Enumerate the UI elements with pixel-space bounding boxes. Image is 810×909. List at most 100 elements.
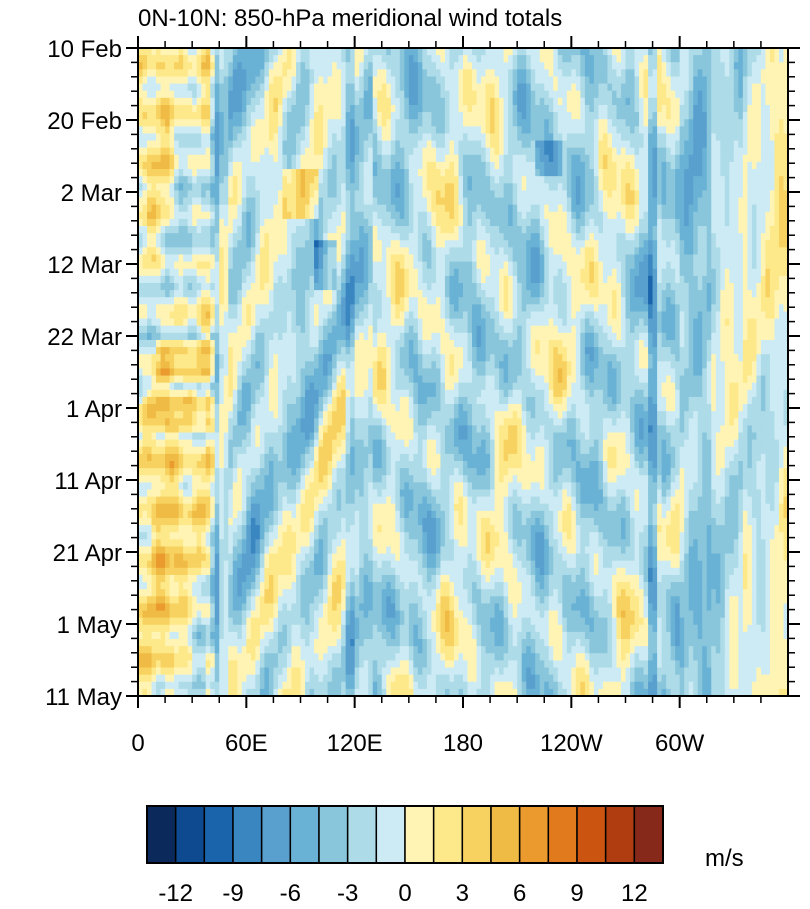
field-cell <box>783 268 788 277</box>
field-cell <box>264 76 270 85</box>
field-cell <box>616 211 622 220</box>
field-cell <box>422 197 428 206</box>
field-cell <box>449 119 455 127</box>
field-cell <box>616 275 622 284</box>
field-cell <box>458 197 464 206</box>
field-cell <box>286 190 293 199</box>
field-cell <box>539 204 545 213</box>
field-cell <box>634 55 640 63</box>
field-cell <box>620 48 627 56</box>
field-row <box>138 97 788 106</box>
field-cell <box>616 119 622 127</box>
field-cell <box>228 140 234 149</box>
field-cell <box>210 197 216 206</box>
field-cell <box>408 176 414 184</box>
field-cell <box>147 62 153 70</box>
field-cell <box>138 226 144 234</box>
field-cell <box>449 69 455 78</box>
field-cell <box>291 104 297 113</box>
field-cell <box>499 211 505 220</box>
field-cell <box>273 154 279 163</box>
field-cell <box>390 211 396 220</box>
field-cell <box>530 218 536 227</box>
field-cell <box>521 233 527 241</box>
field-cell <box>756 254 762 263</box>
field-cell <box>720 261 726 270</box>
field-cell <box>679 90 685 99</box>
field-cell <box>435 275 442 284</box>
field-cell <box>774 183 780 192</box>
field-cell <box>219 161 225 170</box>
field-cell <box>282 147 288 156</box>
field-cell <box>458 147 464 156</box>
field-cell <box>521 254 527 263</box>
field-cell <box>724 240 730 248</box>
field-cell <box>643 211 649 220</box>
field-cell <box>192 197 198 206</box>
field-cell <box>589 126 595 135</box>
field-cell <box>219 83 225 92</box>
field-cell <box>544 282 550 291</box>
field-cell <box>688 261 694 270</box>
field-cell <box>562 261 568 270</box>
field-cell <box>305 104 311 113</box>
field-cell <box>431 97 437 106</box>
field-cell <box>277 76 284 85</box>
field-cell <box>417 140 423 149</box>
field-cell <box>535 183 541 192</box>
field-cell <box>548 197 554 206</box>
field-cell <box>291 268 297 277</box>
field-cell <box>431 254 437 263</box>
field-cell <box>444 226 451 234</box>
field-cell <box>169 104 175 113</box>
field-cell <box>589 233 595 241</box>
field-cell <box>332 254 338 263</box>
field-cell <box>675 76 681 85</box>
field-cell <box>611 197 618 206</box>
field-cell <box>160 268 166 277</box>
field-cell <box>729 282 735 291</box>
field-cell <box>232 290 238 298</box>
field-cell <box>174 183 180 192</box>
field-cell <box>490 55 496 63</box>
field-cell <box>323 176 329 184</box>
field-cell <box>729 55 735 63</box>
field-cell <box>571 83 577 92</box>
field-cell <box>381 275 387 284</box>
field-cell <box>264 147 270 156</box>
field-cell <box>174 147 180 156</box>
field-cell <box>156 247 162 256</box>
field-cell <box>332 112 338 120</box>
field-cell <box>323 282 329 291</box>
field-cell <box>160 176 166 184</box>
field-cell <box>580 268 586 277</box>
field-cell <box>232 154 238 163</box>
field-cell <box>165 62 171 70</box>
field-cell <box>684 261 690 270</box>
field-cell <box>733 140 739 149</box>
field-cell <box>417 190 423 199</box>
field-cell <box>778 204 785 213</box>
field-cell <box>702 97 708 106</box>
field-cell <box>404 62 410 70</box>
field-cell <box>444 169 451 177</box>
field-cell <box>521 147 527 156</box>
field-cell <box>751 176 757 184</box>
field-cell <box>327 240 333 248</box>
field-cell <box>377 97 383 106</box>
field-cell <box>494 247 500 256</box>
field-cell <box>228 226 234 234</box>
field-cell <box>241 83 247 92</box>
field-cell <box>760 226 767 234</box>
field-cell <box>539 268 545 277</box>
field-cell <box>598 133 604 142</box>
field-cell <box>147 261 153 270</box>
field-cell <box>611 55 618 63</box>
field-cell <box>733 218 739 227</box>
field-cell <box>544 83 550 92</box>
field-cell <box>697 97 703 106</box>
field-cell <box>607 119 613 127</box>
field-cell <box>345 104 351 113</box>
field-cell <box>336 275 342 284</box>
field-cell <box>620 197 627 206</box>
